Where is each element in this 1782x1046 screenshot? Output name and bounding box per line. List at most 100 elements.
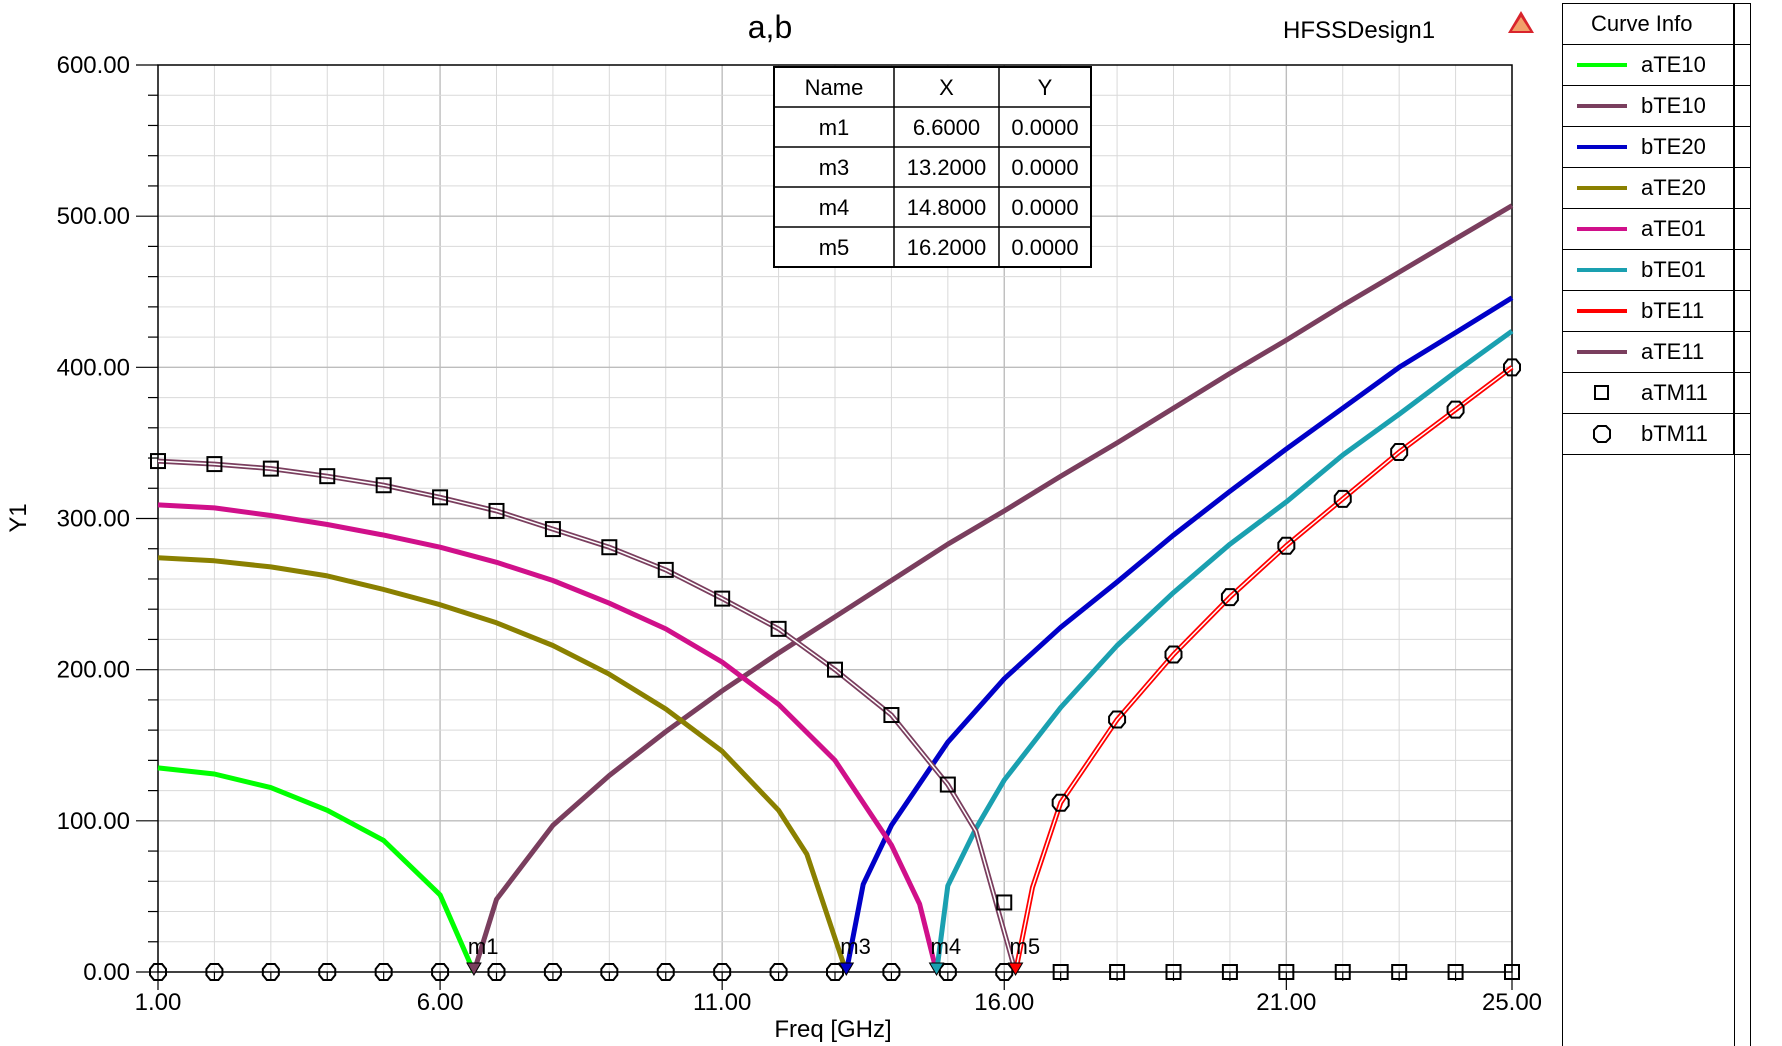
point-bTM11 (1108, 710, 1127, 729)
point-bTM11 (1390, 442, 1409, 461)
point-aTM11 (1504, 964, 1520, 980)
line-swatch-icon (1577, 145, 1627, 149)
series-line-core-aTE11 (157, 460, 1017, 973)
point-aTM11 (657, 561, 674, 578)
marker-m3-icon (838, 962, 855, 976)
marker-m1-icon (466, 962, 482, 976)
marker-table-cell: 6.6000 (913, 115, 980, 140)
curve-info-label: bTE11 (1641, 298, 1705, 323)
point-aTM11 (1052, 964, 1069, 980)
marker-table-cell: 0.0000 (1011, 115, 1078, 140)
point-aTM11 (1334, 964, 1351, 980)
point-bTM11 (882, 963, 901, 981)
point-aTM11 (319, 468, 336, 485)
y-tick-label: 200.00 (57, 657, 130, 684)
line-swatch-icon (1577, 309, 1627, 313)
marker-label-m3: m3 (840, 934, 871, 959)
curve-info-row[interactable]: bTE20 (1563, 127, 1750, 168)
point-aTM11 (544, 521, 561, 538)
point-aTM11 (432, 489, 449, 506)
curve-info-label: aTE10 (1641, 52, 1706, 77)
series-line-bTE10 (471, 203, 1514, 973)
series-line-aTE11 (157, 458, 1018, 973)
marker-m4-icon (928, 962, 945, 976)
square-marker-icon (1577, 384, 1627, 402)
ansys-logo-icon (1508, 11, 1534, 33)
curve-info-label: bTE10 (1641, 93, 1706, 118)
y-axis-label: Y1 (5, 503, 32, 532)
marker-label-m4: m4 (931, 934, 962, 959)
line-swatch-icon (1577, 227, 1627, 231)
marker-table-frame (773, 66, 1092, 268)
line-swatch-icon (1577, 350, 1627, 354)
marker-label-m1: m1 (468, 934, 499, 959)
curve-info-row[interactable]: bTE11 (1563, 291, 1750, 332)
point-aTM11 (1165, 964, 1182, 980)
point-aTM11 (1109, 964, 1126, 980)
series-line-aTE10 (157, 765, 477, 974)
chart-title: a,b (748, 9, 792, 45)
marker-table-cell: 0.0000 (1011, 195, 1078, 220)
point-aTM11 (1278, 964, 1295, 980)
marker-table-cell: m3 (819, 155, 850, 180)
point-bTM11 (1164, 645, 1183, 664)
marker-table-cell: 16.2000 (907, 235, 987, 260)
point-bTM11 (656, 963, 675, 981)
curve-info-row[interactable]: bTM11 (1563, 414, 1750, 455)
curve-info-row[interactable]: aTM11 (1563, 373, 1750, 414)
marker-label-m5: m5 (1010, 934, 1041, 959)
point-aTM11 (939, 776, 956, 793)
curve-info-label: aTE20 (1641, 175, 1706, 200)
point-aTM11 (488, 502, 505, 519)
point-aTM11 (601, 539, 618, 556)
line-swatch-icon (1577, 63, 1627, 67)
marker-table-cell: 14.8000 (907, 195, 987, 220)
point-aTM11 (1221, 964, 1238, 980)
marker-table-header-cell: Y (1038, 75, 1053, 100)
y-tick-label: 500.00 (57, 203, 130, 230)
curve-info-row[interactable]: aTE20 (1563, 168, 1750, 209)
curve-info-row[interactable]: bTE10 (1563, 86, 1750, 127)
x-tick-label: 1.00 (135, 989, 182, 1016)
point-bTM11 (431, 963, 450, 981)
point-aTM11 (714, 590, 731, 607)
x-tick-label: 6.00 (417, 989, 464, 1016)
point-aTM11 (770, 620, 787, 637)
curve-info-header: Curve Info (1563, 4, 1750, 45)
y-tick-label: 100.00 (57, 808, 130, 835)
curve-info-row[interactable]: aTE11 (1563, 332, 1750, 373)
curve-info-row[interactable]: aTE01 (1563, 209, 1750, 250)
point-bTM11 (1277, 536, 1296, 555)
marker-table-cell: m4 (819, 195, 850, 220)
point-bTM11 (318, 963, 337, 981)
point-bTM11 (938, 963, 957, 981)
point-aTM11 (206, 456, 223, 473)
curve-info-label: bTE20 (1641, 134, 1706, 159)
point-aTM11 (883, 707, 900, 724)
y-tick-label: 300.00 (57, 506, 130, 533)
curve-info-label: aTE11 (1641, 339, 1705, 364)
point-bTM11 (205, 963, 224, 981)
point-bTM11 (1446, 400, 1465, 419)
line-swatch-icon (1577, 268, 1627, 272)
series-group (149, 203, 1521, 981)
curve-info-label: bTE01 (1641, 257, 1706, 282)
marker-table: Name X Ym1 6.6000 0.0000 m3 13.2000 0.0000 m4 14.… (773, 66, 1092, 268)
point-bTM11 (543, 963, 562, 981)
marker-table-cell: 0.0000 (1011, 155, 1078, 180)
point-bTM11 (1333, 489, 1352, 508)
point-bTM11 (1220, 588, 1239, 607)
point-aTM11 (1447, 964, 1464, 980)
series-line-aTE01 (157, 502, 940, 973)
point-aTM11 (150, 453, 166, 470)
point-bTM11 (149, 963, 167, 981)
x-tick-label: 16.00 (974, 989, 1034, 1016)
curve-info-label: bTM11 (1641, 421, 1708, 446)
point-bTM11 (261, 963, 280, 981)
x-axis-label: Freq [GHz] (774, 1016, 891, 1043)
curve-info-row[interactable]: aTE10 (1563, 45, 1750, 86)
series-line-bTE20 (843, 295, 1514, 973)
point-aTM11 (996, 894, 1013, 911)
curve-info-row[interactable]: bTE01 (1563, 250, 1750, 291)
point-bTM11 (374, 963, 393, 981)
